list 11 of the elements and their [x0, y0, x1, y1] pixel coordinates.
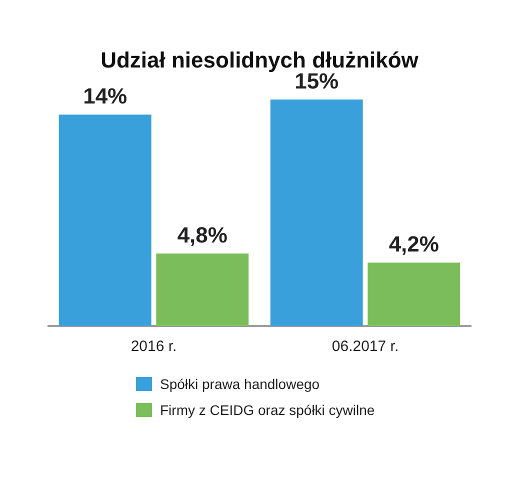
x-tick-label: 2016 r.	[130, 338, 177, 356]
bar	[270, 100, 363, 326]
bar	[368, 262, 460, 326]
data-label: 14%	[83, 84, 128, 109]
data-label: 4,2%	[388, 232, 439, 257]
legend-label: Firmy z CEIDG oraz spółki cywilne	[160, 402, 375, 418]
x-tick-label: 06.2017 r.	[332, 338, 399, 356]
bar	[156, 254, 249, 326]
bar	[58, 114, 152, 326]
data-label: 4,8%	[177, 222, 228, 248]
legend-label: Spółki prawa handlowego	[160, 376, 320, 392]
